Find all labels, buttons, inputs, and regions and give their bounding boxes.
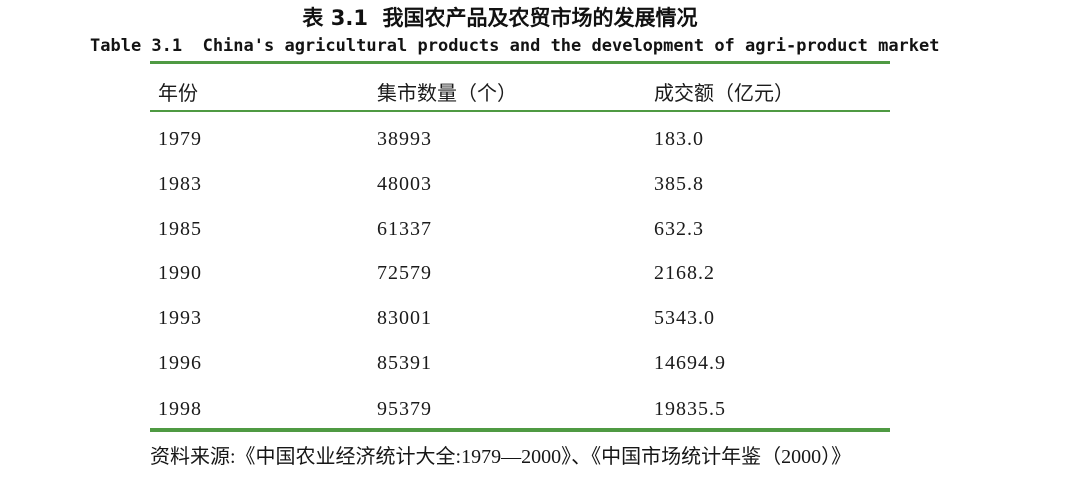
- cell-year: 1983: [158, 173, 202, 195]
- cell-turnover: 2168.2: [654, 262, 715, 284]
- table-bottom-rule: [150, 428, 890, 432]
- table-row: 1993 83001 5343.0: [0, 306, 1080, 332]
- cell-year: 1979: [158, 128, 202, 150]
- cell-market-count: 95379: [377, 398, 432, 420]
- cell-turnover: 5343.0: [654, 307, 715, 329]
- table-row: 1985 61337 632.3: [0, 217, 1080, 243]
- source-note: 资料来源:《中国农业经济统计大全:1979—2000》、《中国市场统计年鉴（20…: [150, 446, 852, 468]
- cell-market-count: 72579: [377, 262, 432, 284]
- cell-year: 1985: [158, 218, 202, 240]
- cell-turnover: 14694.9: [654, 352, 726, 374]
- table-caption-chinese: 表 3.1 我国农产品及农贸市场的发展情况: [302, 6, 698, 30]
- table-row: 1998 95379 19835.5: [0, 397, 1080, 423]
- cell-market-count: 85391: [377, 352, 432, 374]
- table-header-row: 年份 集市数量（个） 成交额（亿元）: [0, 82, 1080, 108]
- table-row: 1979 38993 183.0: [0, 127, 1080, 153]
- cell-market-count: 48003: [377, 173, 432, 195]
- cell-turnover: 19835.5: [654, 398, 726, 420]
- cell-year: 1998: [158, 398, 202, 420]
- cell-turnover: 183.0: [654, 128, 704, 150]
- cell-year: 1993: [158, 307, 202, 329]
- cell-market-count: 61337: [377, 218, 432, 240]
- table-row: 1996 85391 14694.9: [0, 351, 1080, 377]
- table-caption-english: Table 3.1 China's agricultural products …: [90, 36, 940, 56]
- table-top-rule: [150, 61, 890, 64]
- column-header-turnover: 成交额（亿元）: [654, 83, 794, 105]
- cell-turnover: 632.3: [654, 218, 704, 240]
- cell-year: 1990: [158, 262, 202, 284]
- table-row: 1983 48003 385.8: [0, 172, 1080, 198]
- cell-year: 1996: [158, 352, 202, 374]
- cell-market-count: 38993: [377, 128, 432, 150]
- cell-turnover: 385.8: [654, 173, 704, 195]
- cell-market-count: 83001: [377, 307, 432, 329]
- table-header-rule: [150, 110, 890, 112]
- table-row: 1990 72579 2168.2: [0, 261, 1080, 287]
- column-header-year: 年份: [158, 83, 198, 105]
- column-header-market-count: 集市数量（个）: [377, 83, 517, 105]
